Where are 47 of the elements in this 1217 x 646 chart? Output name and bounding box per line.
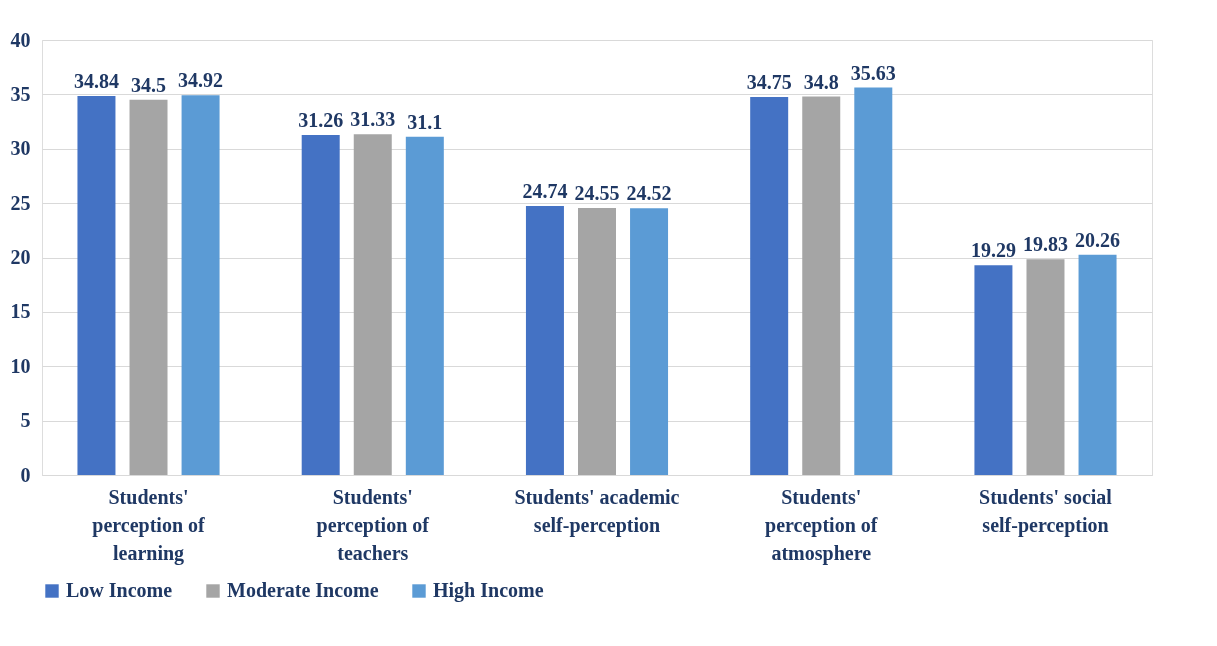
bar [974, 265, 1013, 475]
y-tick-label: 25 [10, 191, 31, 214]
bar [301, 135, 340, 475]
legend-label: Low Income [66, 579, 173, 601]
x-tick-label: Students' academic self-perception [514, 485, 680, 537]
y-tick-label: 30 [10, 137, 31, 160]
data-label: 24.52 [626, 182, 672, 205]
bar [1026, 259, 1065, 475]
y-tick-label: 10 [10, 354, 31, 377]
bar [630, 208, 669, 475]
data-label: 31.26 [298, 109, 344, 132]
y-tick-label: 35 [10, 82, 31, 105]
bar [802, 96, 841, 475]
data-label: 19.29 [970, 239, 1016, 262]
data-label: 24.74 [522, 179, 568, 202]
x-tick-label: Students' social self-perception [979, 485, 1113, 537]
bar [405, 136, 444, 475]
x-tick-label: Students' perception of atmosphere [765, 485, 878, 565]
data-label: 20.26 [1075, 228, 1121, 251]
y-tick-label: 5 [20, 409, 31, 432]
y-tick-label: 20 [10, 246, 31, 268]
data-label: 34.8 [803, 70, 839, 93]
bar [578, 208, 616, 475]
legend-label: Moderate Income [227, 579, 379, 601]
y-tick-label: 40 [10, 28, 31, 51]
x-tick-label: Students' perception of learning [92, 485, 206, 565]
bar [353, 134, 392, 475]
data-label: 31.1 [407, 110, 443, 133]
data-label: 34.75 [746, 71, 792, 94]
y-tick-label: 15 [10, 300, 31, 323]
data-label: 31.33 [350, 108, 396, 131]
data-label: 19.83 [1022, 233, 1068, 256]
bar [129, 99, 168, 475]
bar [525, 205, 564, 475]
bar [181, 95, 220, 475]
bar [750, 97, 789, 475]
bar [77, 96, 116, 475]
x-tick-label: Students' perception of teachers [316, 485, 430, 564]
bar [854, 87, 893, 475]
data-label: 34.92 [178, 69, 224, 92]
legend-label: High Income [433, 579, 544, 602]
y-tick-label: 0 [20, 463, 31, 486]
bar [1078, 254, 1117, 475]
data-label: 34.5 [131, 73, 167, 96]
data-label: 34.84 [73, 70, 119, 93]
data-label: 35.63 [850, 61, 896, 84]
data-label: 24.55 [574, 182, 620, 205]
